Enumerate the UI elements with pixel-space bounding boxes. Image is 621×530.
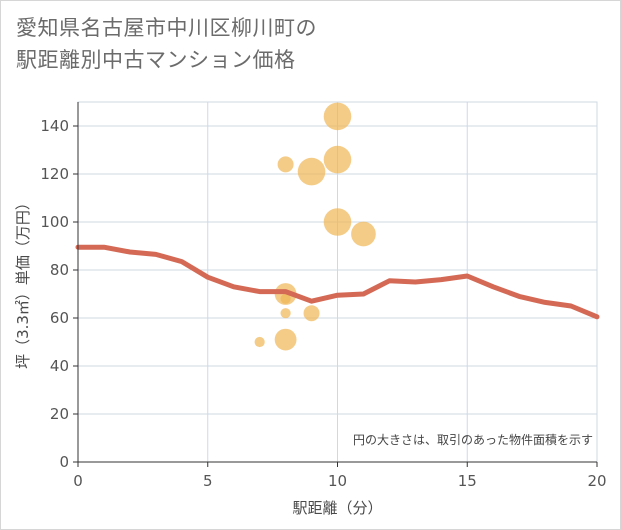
- bubble-size-note: 円の大きさは、取引のあった物件面積を示す: [353, 432, 593, 447]
- bubble-point: [303, 305, 320, 322]
- y-tick-label: 100: [40, 213, 69, 231]
- average-line-series: [75, 244, 600, 320]
- x-tick-label: 0: [73, 472, 83, 490]
- bubble-point: [323, 145, 352, 174]
- y-axis-label: 坪（3.3㎡）単価（万円）: [14, 195, 32, 369]
- bubble-point: [351, 221, 376, 247]
- bubble-point: [274, 328, 297, 351]
- bubble-point: [323, 208, 352, 236]
- x-tick-label: 10: [328, 472, 347, 490]
- y-tick-label: 60: [50, 309, 69, 327]
- y-tick-label: 0: [59, 453, 69, 471]
- x-tick-label: 15: [458, 472, 477, 490]
- chart-title-line-1: 愛知県名古屋市中川区柳川町の: [16, 16, 317, 40]
- chart-title-line-2: 駅距離別中古マンション価格: [16, 48, 296, 72]
- x-tick-label: 20: [587, 472, 606, 490]
- y-tick-label: 140: [40, 117, 69, 135]
- tick-labels: 0 20 40 60 80 100 120 140 0 5 10 15 20: [40, 117, 606, 490]
- x-tick-label: 5: [203, 472, 213, 490]
- y-tick-label: 120: [40, 165, 69, 183]
- bubble-point: [280, 308, 291, 319]
- bubble-point: [280, 293, 291, 304]
- bubble-point: [323, 102, 352, 131]
- x-axis-label: 駅距離（分）: [292, 499, 382, 517]
- y-tick-label: 40: [50, 357, 69, 375]
- bubble-point: [277, 156, 294, 173]
- chart-title: 愛知県名古屋市中川区柳川町の 駅距離別中古マンション価格: [16, 12, 317, 76]
- bubble-point: [254, 336, 265, 348]
- y-tick-label: 20: [50, 405, 69, 423]
- bubble-series: [254, 102, 376, 351]
- y-tick-label: 80: [50, 261, 69, 279]
- bubble-point: [297, 157, 326, 186]
- average-price-line: [75, 244, 600, 320]
